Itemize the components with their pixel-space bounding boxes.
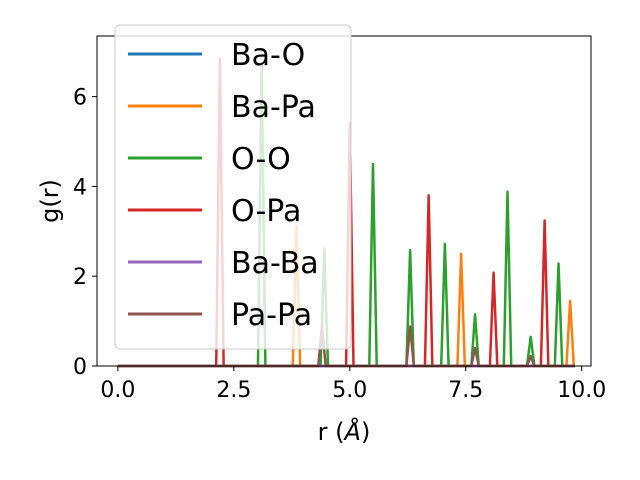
legend-label-ba-pa: Ba-Pa — [231, 90, 316, 125]
legend-label-ba-o: Ba-O — [231, 38, 305, 73]
legend-label-o-o: O-O — [231, 142, 291, 177]
x-tick-label: 7.5 — [448, 378, 483, 403]
x-axis-ticks: 0.0 2.5 5.0 7.5 10.0 — [100, 366, 606, 403]
y-tick-label: 2 — [73, 265, 87, 290]
x-tick-label: 5.0 — [332, 378, 367, 403]
legend-label-ba-ba: Ba-Ba — [231, 246, 319, 281]
legend-label-o-pa: O-Pa — [231, 194, 301, 229]
x-axis-label: r (Å) — [318, 417, 371, 446]
y-axis-label: g(r) — [36, 179, 64, 223]
legend-label-pa-pa: Pa-Pa — [231, 298, 312, 333]
x-tick-label: 0.0 — [100, 378, 135, 403]
y-tick-label: 4 — [73, 175, 87, 200]
x-tick-label: 2.5 — [216, 378, 251, 403]
x-tick-label: 10.0 — [557, 378, 606, 403]
y-tick-label: 0 — [73, 355, 87, 380]
y-axis-ticks: 0 2 4 6 — [73, 86, 97, 380]
y-tick-label: 6 — [73, 86, 87, 111]
legend: Ba-O Ba-Pa O-O O-Pa Ba-Ba Pa-Pa — [114, 24, 352, 350]
